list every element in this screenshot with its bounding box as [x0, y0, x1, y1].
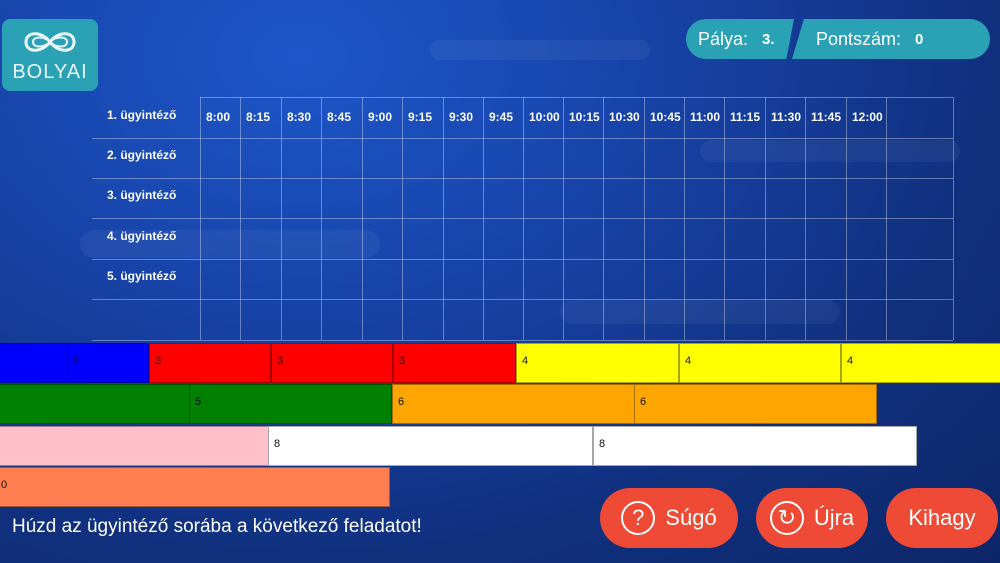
- task-block[interactable]: 4: [841, 343, 1000, 383]
- grid-row-line: [92, 138, 953, 139]
- grid-column-line: [443, 97, 444, 340]
- time-label: 10:45: [650, 110, 681, 124]
- time-label: 9:45: [489, 110, 514, 124]
- grid-column-line: [240, 97, 241, 340]
- help-button[interactable]: ? Súgó: [600, 488, 738, 548]
- time-label: 8:15: [246, 110, 271, 124]
- grid-column-line: [523, 97, 524, 340]
- time-label: 8:45: [327, 110, 352, 124]
- grid-column-line: [483, 97, 484, 340]
- time-label: 10:15: [569, 110, 600, 124]
- bolyai-logo: BOLYAI: [2, 19, 98, 91]
- agent-row-label: 1. ügyintéző: [107, 108, 177, 122]
- grid-column-line: [200, 97, 201, 340]
- grid-row-line: [92, 218, 953, 219]
- instruction-text: Húzd az ügyintéző sorába a következő fel…: [12, 516, 422, 537]
- background-stripe: [560, 300, 840, 324]
- logo-text: BOLYAI: [12, 61, 88, 83]
- time-label: 10:30: [609, 110, 640, 124]
- grid-row-line: [92, 178, 953, 179]
- time-label: 11:30: [771, 110, 802, 124]
- task-block[interactable]: 6: [634, 384, 877, 424]
- skip-button-label: Kihagy: [908, 505, 976, 530]
- agent-row-label: 5. ügyintéző: [107, 269, 177, 283]
- level-label: Pálya:: [698, 28, 749, 49]
- task-block[interactable]: 8: [268, 426, 593, 466]
- skip-button[interactable]: Kihagy: [886, 488, 998, 548]
- time-label: 11:00: [690, 110, 721, 124]
- time-label: 8:00: [206, 110, 231, 124]
- time-label: 10:00: [529, 110, 560, 124]
- background-stripe: [430, 40, 650, 60]
- restart-button[interactable]: ↻ Újra: [756, 488, 868, 548]
- grid-column-line: [402, 97, 403, 340]
- restart-button-label: Újra: [813, 505, 855, 530]
- background-stripe: [80, 230, 380, 258]
- task-block[interactable]: 3: [149, 343, 271, 383]
- task-block[interactable]: 0: [0, 467, 390, 507]
- grid-column-line: [362, 97, 363, 340]
- task-block[interactable]: 4: [679, 343, 841, 383]
- grid-row-line: [92, 340, 953, 341]
- hud: Pálya: 3. Pontszám: 0: [686, 19, 990, 59]
- score-indicator: Pontszám: 0: [792, 19, 990, 59]
- task-block[interactable]: 8: [593, 426, 917, 466]
- time-label: 11:15: [730, 110, 761, 124]
- refresh-icon: ↻: [769, 501, 804, 535]
- score-label: Pontszám:: [816, 28, 902, 49]
- time-label: 11:45: [811, 110, 842, 124]
- grid-column-line: [953, 97, 954, 340]
- grid-row-line: [92, 259, 953, 260]
- time-label: 9:00: [368, 110, 393, 124]
- task-block[interactable]: 3: [393, 343, 516, 383]
- time-label: 12:00: [852, 110, 883, 124]
- task-block[interactable]: 3: [271, 343, 393, 383]
- help-button-label: Súgó: [665, 505, 717, 530]
- task-block[interactable]: 2: [67, 343, 149, 383]
- task-block[interactable]: 4: [516, 343, 679, 383]
- task-block[interactable]: 5: [189, 384, 392, 424]
- question-icon: ?: [621, 501, 656, 535]
- grid-column-line: [321, 97, 322, 340]
- background-stripe: [700, 140, 960, 162]
- agent-row-label: 3. ügyintéző: [107, 188, 177, 202]
- time-label: 9:30: [449, 110, 474, 124]
- task-block[interactable]: [0, 384, 190, 424]
- task-block[interactable]: [0, 343, 68, 383]
- grid-row-line: [200, 97, 953, 98]
- grid-column-line: [886, 97, 887, 340]
- score-value: 0: [915, 30, 924, 48]
- task-block[interactable]: [0, 426, 269, 466]
- time-label: 8:30: [287, 110, 312, 124]
- grid-column-line: [281, 97, 282, 340]
- level-indicator: Pálya: 3.: [686, 19, 794, 59]
- level-value: 3.: [762, 30, 775, 48]
- agent-row-label: 2. ügyintéző: [107, 148, 177, 162]
- infinity-icon: [24, 32, 76, 52]
- time-label: 9:15: [408, 110, 433, 124]
- task-block[interactable]: 6: [392, 384, 635, 424]
- grid-column-line: [846, 97, 847, 340]
